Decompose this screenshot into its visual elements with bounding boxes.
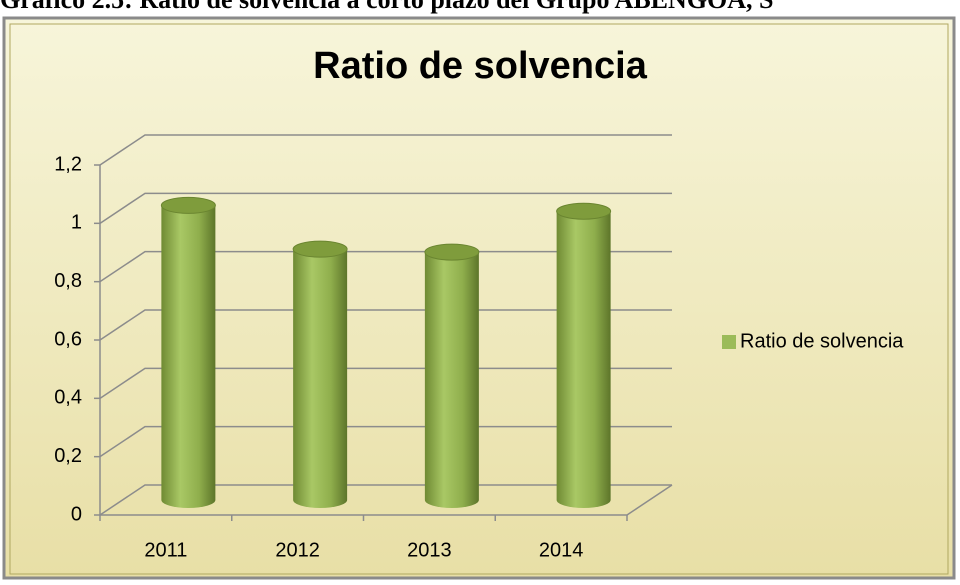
bar-body	[161, 205, 216, 508]
grid-line	[99, 192, 672, 224]
bar-top	[292, 240, 348, 258]
grid-line	[99, 250, 672, 283]
y-tick-label: 0	[71, 503, 82, 525]
y-tick-label: 0,8	[54, 270, 82, 292]
bar-body	[556, 211, 611, 508]
bar-top	[424, 243, 480, 261]
grid-line	[99, 134, 672, 166]
chart-frame	[2, 16, 956, 580]
y-tick-label: 0,6	[54, 328, 82, 350]
x-tick-label: 2013	[407, 539, 452, 561]
bar-top	[160, 196, 216, 214]
bar-body	[293, 249, 348, 508]
x-tick-label: 2014	[539, 539, 584, 561]
bar	[556, 202, 612, 508]
bar	[292, 240, 348, 508]
bar	[424, 243, 480, 508]
grid-line	[99, 367, 672, 399]
grid-line	[99, 484, 672, 516]
inner-frame	[9, 23, 949, 575]
y-tick-label: 1	[71, 212, 82, 234]
x-tick-label: 2011	[144, 539, 187, 561]
y-tick-label: 1,2	[54, 153, 82, 175]
x-tick-label: 2012	[275, 539, 320, 561]
caption: Gráfico 2.5: Ratio de solvencia a corto …	[0, 0, 773, 14]
grid-line	[99, 425, 672, 458]
grid-line	[99, 309, 672, 341]
bar	[160, 196, 216, 508]
legend-label: Ratio de solvencia	[740, 330, 904, 352]
y-tick-label: 0,2	[54, 445, 82, 467]
bar-body	[424, 252, 479, 508]
chart-title: Ratio de solvencia	[313, 45, 648, 87]
legend-swatch	[722, 335, 736, 349]
bar-top	[556, 202, 612, 220]
y-tick-label: 0,4	[54, 387, 82, 409]
